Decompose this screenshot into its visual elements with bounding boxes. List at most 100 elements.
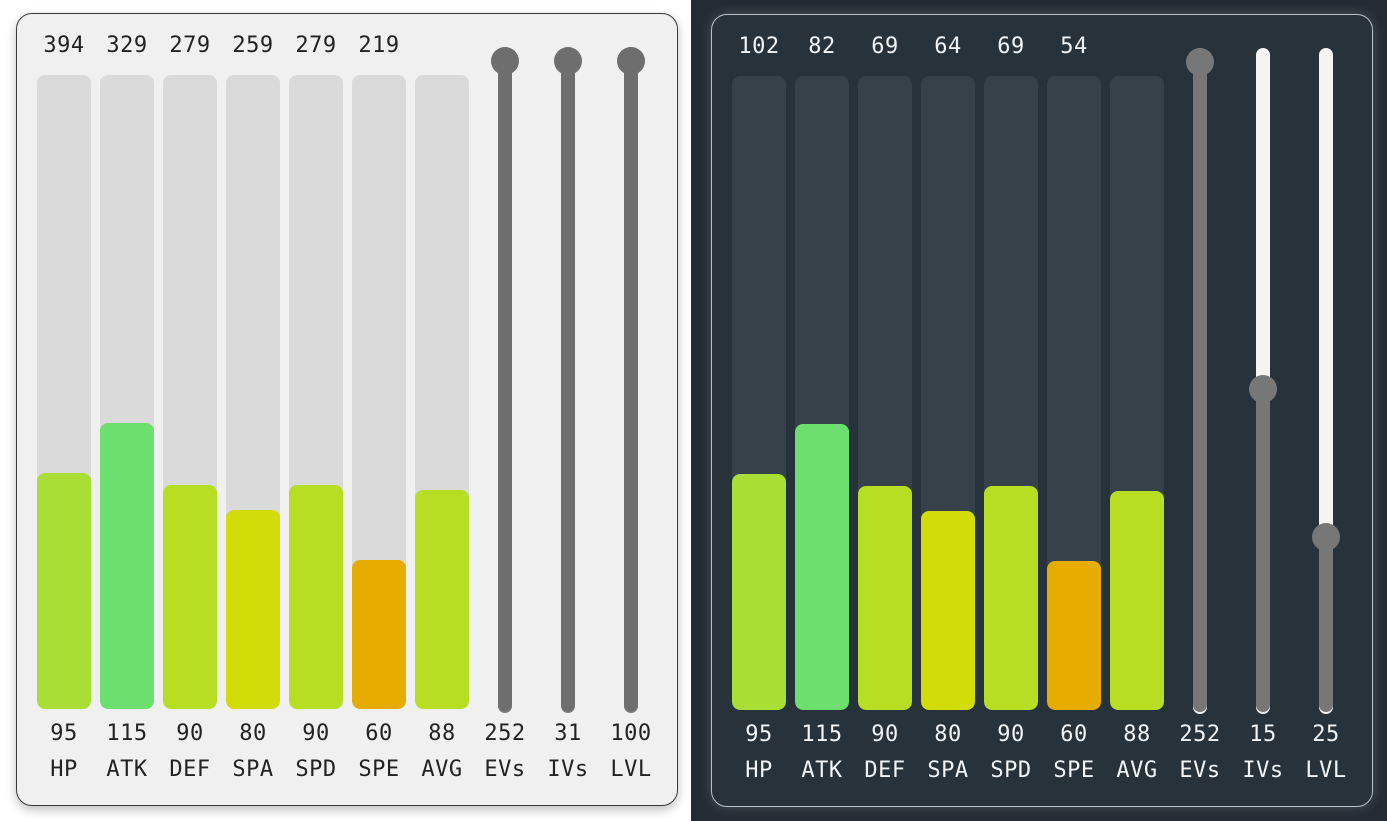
stat-label-def: DEF bbox=[169, 757, 211, 782]
stat-bar-track-spd bbox=[984, 76, 1038, 710]
stat-bar-track-hp bbox=[37, 75, 91, 709]
stat-total-spe: 219 bbox=[358, 33, 400, 58]
stat-base-spa: 80 bbox=[239, 721, 267, 746]
stat-column-atk: 82 115 ATK bbox=[795, 15, 849, 806]
stat-bar-spe bbox=[1047, 561, 1101, 710]
stat-label-avg: AVG bbox=[1116, 758, 1158, 783]
stat-column-def: 69 90 DEF bbox=[858, 15, 912, 806]
stat-base-def: 90 bbox=[871, 722, 899, 747]
stat-column-hp: 394 95 HP bbox=[37, 14, 91, 805]
ivs-label: IVs bbox=[547, 757, 589, 782]
stat-column-spd: 69 90 SPD bbox=[984, 15, 1038, 806]
stat-base-avg: 88 bbox=[428, 721, 456, 746]
stat-base-atk: 115 bbox=[106, 721, 148, 746]
ivs-slider-fill bbox=[561, 61, 575, 711]
stat-bar-spa bbox=[921, 511, 975, 710]
lvl-value: 25 bbox=[1312, 722, 1340, 747]
stat-base-def: 90 bbox=[176, 721, 204, 746]
stat-total-atk: 329 bbox=[106, 33, 148, 58]
slider-column-ivs: 15 IVs bbox=[1236, 15, 1290, 806]
stat-bar-hp bbox=[37, 473, 91, 709]
lvl-label: LVL bbox=[1305, 758, 1347, 783]
stat-bar-track-spa bbox=[921, 76, 975, 710]
slider-column-evs: 252 EVs bbox=[478, 14, 532, 805]
stat-label-spa: SPA bbox=[927, 758, 969, 783]
evs-label: EVs bbox=[1179, 758, 1221, 783]
stats-panel-light: 394 95 HP 329 115 ATK 279 90 DEF 259 80 SPA 279 90 SPD… bbox=[16, 13, 678, 806]
evs-label: EVs bbox=[484, 757, 526, 782]
evs-slider-thumb[interactable] bbox=[491, 47, 519, 75]
stat-base-spe: 60 bbox=[365, 721, 393, 746]
stat-bar-track-avg bbox=[1110, 76, 1164, 710]
ivs-label: IVs bbox=[1242, 758, 1284, 783]
stat-bar-track-spa bbox=[226, 75, 280, 709]
lvl-slider-fill bbox=[1319, 537, 1333, 712]
stat-label-avg: AVG bbox=[421, 757, 463, 782]
evs-slider-fill bbox=[1193, 62, 1207, 712]
stat-bar-atk bbox=[100, 423, 154, 709]
dark-theme-area: 102 95 HP 82 115 ATK 69 90 DEF 64 80 SPA 69 90 SPD 54 60… bbox=[691, 0, 1387, 821]
evs-value: 252 bbox=[1179, 722, 1221, 747]
lvl-value: 100 bbox=[610, 721, 652, 746]
ivs-slider-thumb[interactable] bbox=[1249, 375, 1277, 403]
light-theme-area: 394 95 HP 329 115 ATK 279 90 DEF 259 80 SPA 279 90 SPD… bbox=[0, 0, 691, 821]
stat-base-spe: 60 bbox=[1060, 722, 1088, 747]
stat-total-hp: 102 bbox=[738, 34, 780, 59]
stat-bar-spd bbox=[984, 486, 1038, 710]
stat-label-atk: ATK bbox=[801, 758, 843, 783]
stat-column-spd: 279 90 SPD bbox=[289, 14, 343, 805]
evs-slider-fill bbox=[498, 61, 512, 711]
stat-label-spe: SPE bbox=[358, 757, 400, 782]
stat-column-spa: 259 80 SPA bbox=[226, 14, 280, 805]
stat-base-spd: 90 bbox=[997, 722, 1025, 747]
stat-column-avg: 88 AVG bbox=[415, 14, 469, 805]
stat-bar-track-avg bbox=[415, 75, 469, 709]
lvl-slider-fill bbox=[624, 61, 638, 711]
stat-label-hp: HP bbox=[745, 758, 773, 783]
stat-column-spe: 54 60 SPE bbox=[1047, 15, 1101, 806]
stat-bar-track-spe bbox=[352, 75, 406, 709]
stat-total-spa: 259 bbox=[232, 33, 274, 58]
stat-label-spd: SPD bbox=[295, 757, 337, 782]
stat-column-avg: 88 AVG bbox=[1110, 15, 1164, 806]
stat-bar-track-atk bbox=[795, 76, 849, 710]
stat-bar-track-atk bbox=[100, 75, 154, 709]
stat-total-spe: 54 bbox=[1060, 34, 1088, 59]
stat-bar-def bbox=[163, 485, 217, 709]
stat-base-atk: 115 bbox=[801, 722, 843, 747]
stat-total-hp: 394 bbox=[43, 33, 85, 58]
stat-column-atk: 329 115 ATK bbox=[100, 14, 154, 805]
stat-total-spd: 279 bbox=[295, 33, 337, 58]
stat-bar-avg bbox=[415, 490, 469, 709]
stat-label-spe: SPE bbox=[1053, 758, 1095, 783]
stat-label-spd: SPD bbox=[990, 758, 1032, 783]
lvl-label: LVL bbox=[610, 757, 652, 782]
stat-bar-track-def bbox=[858, 76, 912, 710]
stat-bar-track-def bbox=[163, 75, 217, 709]
lvl-slider-thumb[interactable] bbox=[1312, 523, 1340, 551]
stat-bar-hp bbox=[732, 474, 786, 710]
slider-column-lvl: 25 LVL bbox=[1299, 15, 1353, 806]
stat-total-def: 69 bbox=[871, 34, 899, 59]
stat-bar-spd bbox=[289, 485, 343, 709]
stat-bar-track-hp bbox=[732, 76, 786, 710]
slider-column-ivs: 31 IVs bbox=[541, 14, 595, 805]
stat-total-spa: 64 bbox=[934, 34, 962, 59]
ivs-slider-fill bbox=[1256, 389, 1270, 712]
stats-panel-dark: 102 95 HP 82 115 ATK 69 90 DEF 64 80 SPA 69 90 SPD 54 60… bbox=[711, 14, 1373, 807]
stat-bar-spe bbox=[352, 560, 406, 709]
stat-bar-atk bbox=[795, 424, 849, 710]
stat-base-hp: 95 bbox=[50, 721, 78, 746]
ivs-value: 31 bbox=[554, 721, 582, 746]
stat-base-avg: 88 bbox=[1123, 722, 1151, 747]
slider-column-lvl: 100 LVL bbox=[604, 14, 658, 805]
stat-bar-track-spe bbox=[1047, 76, 1101, 710]
lvl-slider-thumb[interactable] bbox=[617, 47, 645, 75]
stat-bar-def bbox=[858, 486, 912, 710]
stat-label-atk: ATK bbox=[106, 757, 148, 782]
ivs-slider-thumb[interactable] bbox=[554, 47, 582, 75]
evs-slider-thumb[interactable] bbox=[1186, 48, 1214, 76]
stat-bar-avg bbox=[1110, 491, 1164, 710]
stat-total-spd: 69 bbox=[997, 34, 1025, 59]
stat-label-hp: HP bbox=[50, 757, 78, 782]
